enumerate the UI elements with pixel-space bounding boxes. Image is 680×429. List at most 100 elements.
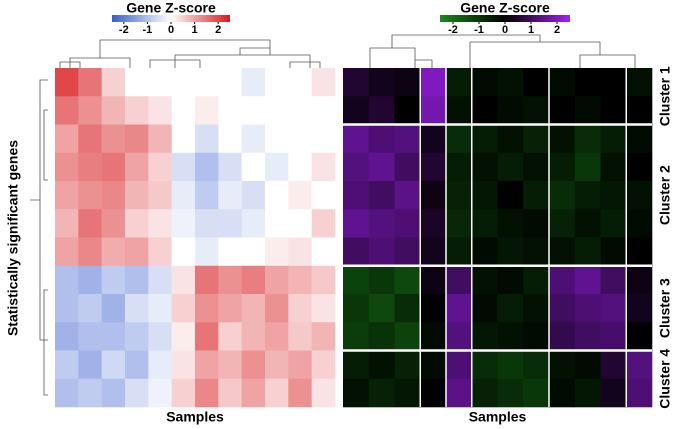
heatmap-cell [78, 209, 102, 238]
heatmap-cell [288, 209, 312, 238]
heatmap-cell [368, 96, 395, 125]
heatmap-cell [55, 68, 79, 97]
heatmap-cell [195, 265, 219, 295]
heatmap-cell [311, 237, 336, 267]
heatmap-cell [148, 378, 172, 408]
heatmap-cell [218, 68, 242, 97]
heatmap-cell [471, 152, 498, 182]
heatmap-cell [574, 181, 601, 210]
heatmap-cell [148, 294, 172, 323]
heatmap-cell [420, 181, 447, 210]
heatmap-cell [420, 237, 447, 267]
heatmap-cell [343, 322, 370, 351]
heatmap-cell [241, 124, 266, 154]
heatmap-cell [549, 322, 576, 351]
heatmap-cell [471, 68, 498, 97]
heatmap-cell [195, 294, 219, 323]
heatmap-cell [125, 181, 149, 210]
heatmap-cell [368, 294, 395, 323]
colorbar [440, 15, 570, 22]
heatmap-cell [311, 152, 336, 182]
heatmap-cell [125, 124, 149, 154]
heatmap-cell [497, 294, 524, 323]
heatmap-cell [241, 265, 266, 295]
heatmap-cell [265, 68, 289, 97]
heatmap-cell [523, 378, 550, 408]
heatmap-cell [311, 68, 336, 97]
heatmap-cell [523, 96, 550, 125]
heatmap-cell [311, 350, 336, 380]
heatmap-cell [78, 265, 102, 295]
heatmap-cell [218, 152, 242, 182]
heatmap-cell [311, 181, 336, 210]
heatmap-cell [471, 322, 498, 351]
heatmap-cell [171, 96, 196, 125]
heatmap-cell [420, 350, 447, 380]
x-axis-label: Samples [166, 409, 224, 425]
heatmap-cell [78, 68, 102, 97]
heatmap-cell [125, 68, 149, 97]
heatmap-cell [171, 124, 196, 154]
heatmap-cell [171, 181, 196, 210]
cluster-label: Cluster 3 [657, 278, 673, 338]
heatmap-cell [101, 96, 126, 125]
heatmap-cell [626, 152, 653, 182]
heatmap-cell [101, 265, 126, 295]
heatmap-cell [343, 68, 370, 97]
heatmap-cell [549, 124, 576, 154]
heatmap-cell [574, 96, 601, 125]
colorbar-tick-label: -2 [119, 24, 129, 36]
heatmap-cell [195, 378, 219, 408]
heatmap-cell [394, 152, 421, 182]
heatmap-cell [55, 209, 79, 238]
heatmap-cell [343, 294, 370, 323]
heatmap-cell [626, 181, 653, 210]
heatmap-cell [600, 237, 627, 267]
heatmap-cell [195, 209, 219, 238]
heatmap-cell [368, 68, 395, 97]
heatmap-cell [78, 294, 102, 323]
heatmap-cell [523, 322, 550, 351]
heatmap-cell [549, 68, 576, 97]
heatmap-cell [600, 322, 627, 351]
heatmap-cell [343, 152, 370, 182]
heatmap-cell [523, 68, 550, 97]
heatmap-cell [471, 294, 498, 323]
heatmap-cell [574, 265, 601, 295]
top-dendrogram-left [59, 39, 321, 68]
heatmap-cell [218, 96, 242, 125]
heatmap-cell [394, 124, 421, 154]
heatmap-cell [78, 152, 102, 182]
heatmap-cell [600, 68, 627, 97]
heatmap-cell [626, 378, 653, 408]
heatmap-cell [368, 124, 395, 154]
heatmap-cell [195, 96, 219, 125]
heatmap-cell [55, 265, 79, 295]
heatmap-cell [600, 181, 627, 210]
heatmap-cell [195, 152, 219, 182]
heatmap-cell [523, 350, 550, 380]
heatmap-cell [171, 237, 196, 267]
heatmap-cell [288, 124, 312, 154]
heatmap-cell [171, 378, 196, 408]
heatmap-cell [394, 96, 421, 125]
heatmap-cell [574, 152, 601, 182]
heatmap-cell [420, 124, 447, 154]
heatmap-cell [311, 124, 336, 154]
colorbar-tick-label: 0 [168, 24, 174, 36]
heatmap-cell [265, 322, 289, 351]
cluster-label: Cluster 4 [657, 349, 673, 409]
heatmap-cell [311, 378, 336, 408]
cluster-label: Cluster 1 [657, 66, 673, 126]
heatmap-cell [101, 237, 126, 267]
heatmap-cell [171, 68, 196, 97]
colorbar-tick-label: 1 [192, 24, 198, 36]
heatmap-cell [288, 237, 312, 267]
heatmap-cell [600, 350, 627, 380]
heatmap-cell [497, 237, 524, 267]
heatmap-cell [549, 181, 576, 210]
heatmap-cell [446, 209, 473, 238]
heatmap-cell [549, 378, 576, 408]
heatmap-cell [368, 350, 395, 380]
